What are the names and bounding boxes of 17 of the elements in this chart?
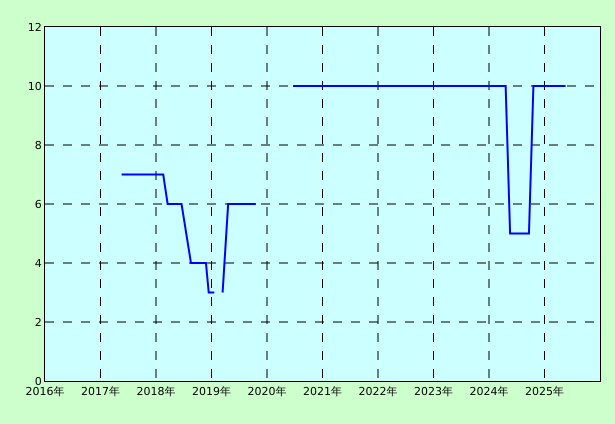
y-tick-label: 10 (28, 80, 42, 93)
y-tick-label: 0 (34, 374, 42, 388)
x-tick-label: 2023年 (414, 385, 453, 398)
x-tick-label: 2017年 (81, 385, 120, 398)
y-tick-label: 12 (28, 20, 42, 34)
x-tick-label: 2021年 (303, 385, 342, 398)
y-tick-label: 6 (34, 198, 42, 211)
y-tick-label: 4 (34, 256, 42, 270)
x-tick-label: 2016年 (26, 385, 64, 398)
y-tick-label: 2 (34, 316, 42, 329)
y-tick-label: 8 (34, 138, 42, 152)
x-tick-label: 2024年 (470, 385, 508, 398)
x-tick-label: 2020年 (248, 385, 286, 398)
x-tick-label: 2022年 (358, 385, 398, 398)
x-tick-label: 2018年 (136, 385, 176, 398)
x-tick-label: 2019年 (192, 385, 231, 398)
x-tick-label: 2025年 (525, 385, 564, 398)
